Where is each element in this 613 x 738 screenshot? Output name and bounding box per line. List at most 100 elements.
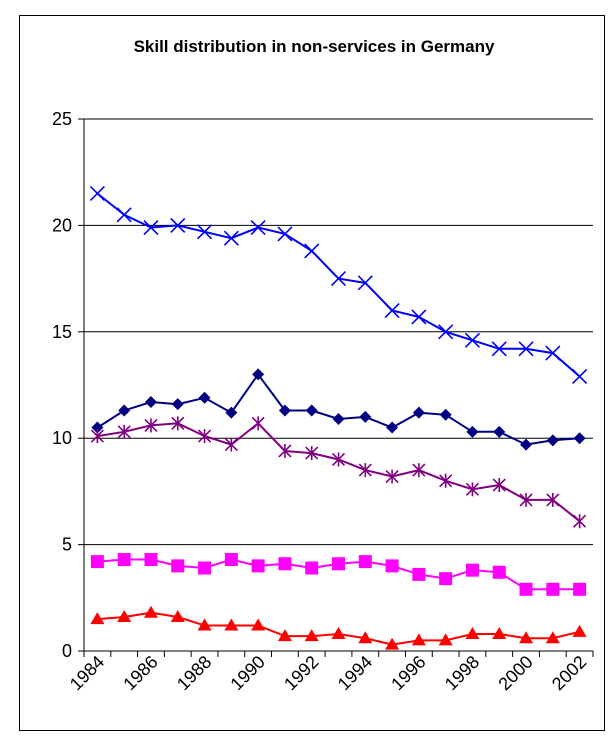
data-point bbox=[118, 404, 131, 417]
data-point bbox=[439, 572, 453, 586]
data-point bbox=[117, 609, 132, 622]
x-tick-label: 1992 bbox=[280, 652, 322, 694]
data-point bbox=[332, 413, 345, 426]
data-point bbox=[251, 416, 265, 431]
data-point bbox=[224, 618, 239, 631]
series-triangle bbox=[90, 605, 587, 650]
data-point bbox=[277, 226, 293, 242]
data-point bbox=[359, 410, 372, 423]
data-point bbox=[412, 567, 426, 581]
data-point bbox=[250, 219, 266, 236]
data-point bbox=[464, 332, 481, 348]
data-point bbox=[305, 561, 319, 575]
data-point bbox=[196, 224, 213, 240]
data-point bbox=[572, 624, 587, 637]
data-point bbox=[251, 618, 266, 631]
data-point bbox=[518, 341, 534, 357]
data-point bbox=[170, 217, 186, 233]
y-tick-label: 0 bbox=[62, 641, 72, 661]
x-tick-label: 2000 bbox=[494, 652, 536, 694]
tick-labels: 0 5 10 15 20 25 1984 1986 1988 1990 1992 1994 1996 19… bbox=[52, 109, 590, 694]
series-x bbox=[89, 185, 588, 385]
data-point bbox=[223, 230, 239, 246]
x-tick-label: 1988 bbox=[173, 652, 215, 694]
series-line bbox=[96, 372, 580, 446]
gridlines bbox=[84, 118, 593, 546]
data-point bbox=[385, 469, 399, 484]
data-point bbox=[197, 618, 212, 631]
chart-title: Skill distribution in non-services in Ge… bbox=[134, 37, 495, 56]
y-tick-label: 15 bbox=[52, 322, 72, 342]
data-point bbox=[278, 443, 292, 458]
data-point bbox=[546, 582, 560, 596]
data-point bbox=[331, 452, 346, 467]
data-point bbox=[385, 559, 399, 573]
data-point bbox=[225, 406, 238, 419]
data-point bbox=[411, 633, 426, 646]
data-point bbox=[252, 368, 265, 381]
data-point bbox=[492, 478, 506, 493]
data-point bbox=[358, 463, 372, 478]
data-point bbox=[465, 482, 480, 497]
data-point bbox=[90, 612, 105, 625]
data-point bbox=[170, 609, 185, 622]
data-point bbox=[197, 429, 212, 444]
data-point bbox=[330, 271, 347, 287]
data-point bbox=[385, 637, 400, 650]
data-point bbox=[573, 432, 586, 445]
data-point bbox=[305, 446, 319, 461]
data-point bbox=[304, 243, 320, 259]
data-point bbox=[171, 398, 184, 411]
data-point bbox=[117, 552, 131, 566]
data-point bbox=[439, 473, 453, 488]
x-tick-label: 1996 bbox=[387, 652, 429, 694]
data-point bbox=[520, 438, 533, 451]
data-point bbox=[384, 302, 400, 319]
data-point bbox=[251, 559, 265, 573]
data-point bbox=[438, 633, 453, 646]
y-tick-label: 25 bbox=[52, 109, 72, 129]
data-point bbox=[198, 561, 212, 575]
y-tick-label: 5 bbox=[62, 535, 72, 555]
data-point bbox=[546, 434, 559, 447]
data-point bbox=[466, 425, 479, 438]
data-point bbox=[224, 552, 238, 566]
data-point bbox=[573, 514, 587, 529]
series-star bbox=[90, 416, 587, 529]
data-point bbox=[492, 565, 506, 579]
data-point bbox=[519, 582, 533, 596]
data-point bbox=[519, 492, 533, 507]
data-point bbox=[278, 404, 291, 417]
data-point bbox=[358, 631, 373, 644]
y-tick-label: 10 bbox=[52, 428, 72, 448]
data-point bbox=[358, 555, 372, 569]
data-point bbox=[171, 559, 185, 573]
data-point bbox=[171, 416, 185, 431]
data-point bbox=[224, 437, 238, 452]
x-tick-label: 1990 bbox=[227, 652, 269, 694]
x-tick-label: 2002 bbox=[548, 652, 590, 694]
data-point bbox=[89, 185, 105, 202]
data-point bbox=[331, 626, 346, 639]
data-point bbox=[143, 605, 158, 618]
data-point bbox=[357, 275, 373, 291]
data-point bbox=[439, 408, 452, 421]
data-point bbox=[412, 463, 426, 478]
data-point bbox=[465, 563, 479, 577]
data-point bbox=[491, 341, 507, 357]
series-square bbox=[90, 552, 587, 596]
series-line bbox=[96, 192, 581, 378]
chart-frame: Skill distribution in non-services in Ge… bbox=[19, 15, 605, 731]
y-tick-label: 20 bbox=[52, 215, 72, 235]
data-point bbox=[411, 309, 427, 325]
data-point bbox=[386, 421, 399, 434]
data-point bbox=[90, 555, 104, 569]
data-point bbox=[278, 557, 292, 571]
x-tick-label: 1986 bbox=[119, 652, 161, 694]
data-point bbox=[465, 626, 480, 639]
data-point bbox=[573, 582, 587, 596]
data-point bbox=[144, 418, 158, 433]
data-point bbox=[198, 391, 211, 404]
data-point bbox=[572, 368, 588, 385]
data-point bbox=[144, 552, 158, 566]
